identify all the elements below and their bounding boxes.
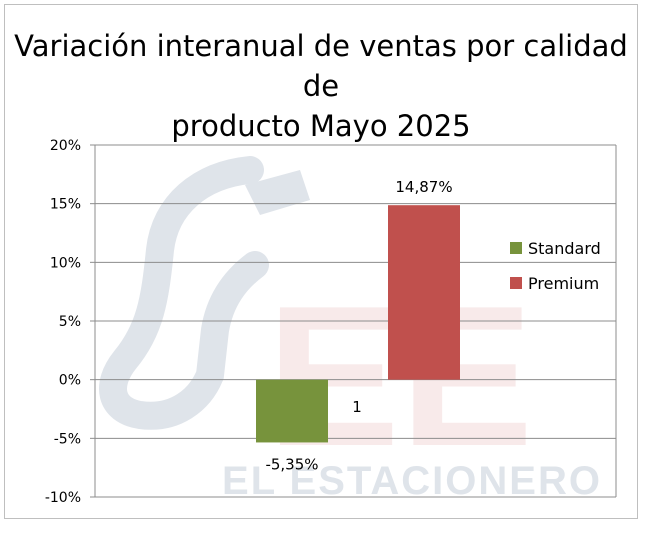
bar-premium bbox=[388, 205, 460, 380]
bar-standard bbox=[256, 379, 328, 443]
watermark-text: EL ESTACIONERO bbox=[222, 459, 602, 503]
bars bbox=[256, 205, 460, 443]
data-label-premium: 14,87% bbox=[395, 178, 452, 196]
legend: Standard Premium bbox=[510, 239, 601, 293]
watermark-pump-icon bbox=[99, 156, 269, 430]
chart-title-line-1: Variación interanual de ventas por calid… bbox=[14, 29, 628, 103]
legend-swatch-premium bbox=[510, 277, 522, 289]
y-tick-label: 10% bbox=[50, 255, 81, 271]
gridlines: 20% 15% 10% 5% 0% -5% -10% bbox=[45, 138, 617, 506]
y-tick-label: -5% bbox=[54, 431, 81, 447]
labels: -5,35% 14,87% 1 bbox=[265, 178, 452, 473]
legend-label-premium: Premium bbox=[528, 274, 599, 293]
legend-label-standard: Standard bbox=[528, 239, 601, 258]
category-label: 1 bbox=[352, 398, 362, 416]
watermark: EEEL ESTACIONERO bbox=[99, 156, 602, 503]
y-tick-label: 0% bbox=[59, 373, 81, 389]
y-tick-label: 20% bbox=[50, 138, 81, 154]
legend-swatch-standard bbox=[510, 242, 522, 254]
chart-title: Variación interanual de ventas por calid… bbox=[4, 26, 638, 146]
y-tick-label: -10% bbox=[45, 490, 81, 506]
chart-title-line-2: producto Mayo 2025 bbox=[171, 109, 471, 143]
data-label-standard: -5,35% bbox=[265, 455, 318, 473]
y-tick-label: 15% bbox=[50, 197, 81, 213]
y-tick-label: 5% bbox=[59, 314, 81, 330]
